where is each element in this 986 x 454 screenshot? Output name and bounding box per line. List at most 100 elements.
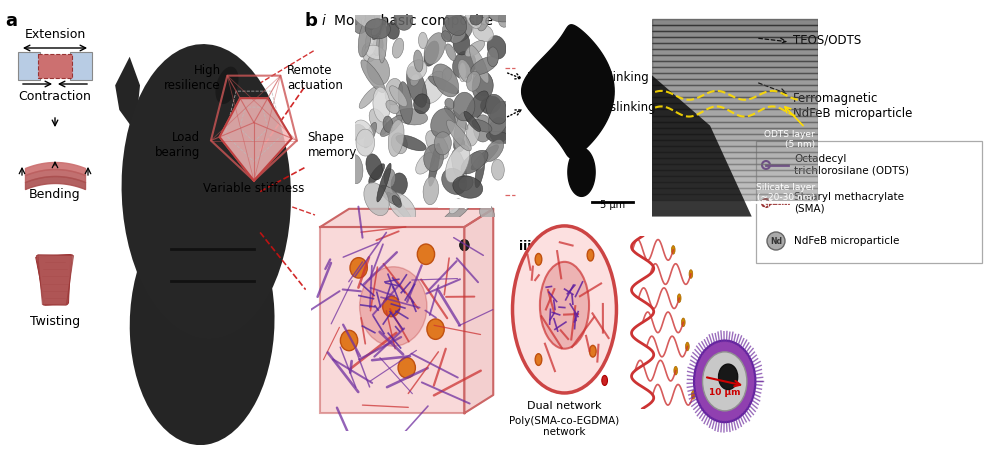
Ellipse shape xyxy=(442,31,452,42)
Bar xyxy=(652,104,818,109)
Bar xyxy=(652,49,818,55)
Bar xyxy=(652,91,818,97)
FancyBboxPatch shape xyxy=(70,52,92,80)
FancyBboxPatch shape xyxy=(438,200,491,208)
Text: 5 μm: 5 μm xyxy=(600,201,625,211)
Ellipse shape xyxy=(451,30,465,43)
Bar xyxy=(652,37,818,43)
Ellipse shape xyxy=(480,96,501,114)
Ellipse shape xyxy=(365,19,390,39)
Bar xyxy=(652,109,818,115)
Ellipse shape xyxy=(464,111,480,132)
Ellipse shape xyxy=(454,92,475,121)
Ellipse shape xyxy=(353,120,374,147)
Ellipse shape xyxy=(373,87,390,122)
Ellipse shape xyxy=(385,79,402,105)
Ellipse shape xyxy=(489,118,509,143)
Circle shape xyxy=(673,366,677,375)
Bar xyxy=(652,115,818,122)
Ellipse shape xyxy=(367,54,389,85)
Polygon shape xyxy=(35,254,70,305)
Ellipse shape xyxy=(471,152,484,169)
Ellipse shape xyxy=(453,51,476,79)
Bar xyxy=(652,73,818,79)
Ellipse shape xyxy=(426,130,449,159)
Circle shape xyxy=(535,354,542,365)
Ellipse shape xyxy=(121,44,291,339)
Ellipse shape xyxy=(373,36,384,55)
Ellipse shape xyxy=(473,115,492,142)
Ellipse shape xyxy=(386,100,399,114)
Ellipse shape xyxy=(472,24,493,42)
Circle shape xyxy=(590,345,597,357)
Ellipse shape xyxy=(348,155,363,183)
Ellipse shape xyxy=(377,163,391,202)
Circle shape xyxy=(540,262,589,349)
Ellipse shape xyxy=(465,40,485,57)
Ellipse shape xyxy=(367,17,381,35)
Ellipse shape xyxy=(352,5,368,24)
Ellipse shape xyxy=(476,10,489,31)
Ellipse shape xyxy=(466,71,480,91)
Text: ii: ii xyxy=(360,240,368,253)
Text: NdFeB microparticle: NdFeB microparticle xyxy=(794,236,899,246)
Ellipse shape xyxy=(130,200,274,445)
Bar xyxy=(652,188,818,194)
Bar xyxy=(652,43,818,49)
Ellipse shape xyxy=(381,115,402,137)
Text: Bending: Bending xyxy=(30,188,81,201)
Ellipse shape xyxy=(423,177,439,205)
Bar xyxy=(652,97,818,104)
Ellipse shape xyxy=(445,13,466,35)
Ellipse shape xyxy=(445,99,455,109)
Ellipse shape xyxy=(366,29,377,55)
Polygon shape xyxy=(36,255,72,305)
Text: iv: iv xyxy=(652,240,665,253)
Ellipse shape xyxy=(360,266,427,346)
Ellipse shape xyxy=(351,124,366,139)
Ellipse shape xyxy=(454,113,466,148)
Ellipse shape xyxy=(366,10,375,30)
Text: i: i xyxy=(322,14,326,28)
Bar xyxy=(652,182,818,188)
Ellipse shape xyxy=(406,60,427,80)
Circle shape xyxy=(677,294,681,302)
Ellipse shape xyxy=(486,131,513,143)
Ellipse shape xyxy=(387,192,412,222)
Text: Variable stiffness: Variable stiffness xyxy=(203,182,305,195)
Bar xyxy=(652,170,818,176)
Ellipse shape xyxy=(491,159,504,180)
Text: Twisting: Twisting xyxy=(30,315,80,328)
Bar xyxy=(652,79,818,85)
Ellipse shape xyxy=(424,41,439,66)
Ellipse shape xyxy=(461,150,488,174)
Circle shape xyxy=(671,246,675,254)
Circle shape xyxy=(417,244,435,264)
Ellipse shape xyxy=(431,109,456,138)
Ellipse shape xyxy=(458,59,471,82)
Bar xyxy=(652,61,818,67)
Ellipse shape xyxy=(418,32,427,49)
Ellipse shape xyxy=(392,196,401,207)
Ellipse shape xyxy=(413,94,430,114)
Circle shape xyxy=(535,253,542,265)
Text: 50 nm: 50 nm xyxy=(761,201,793,211)
Ellipse shape xyxy=(489,9,521,22)
Circle shape xyxy=(691,390,695,399)
Ellipse shape xyxy=(513,226,616,393)
Polygon shape xyxy=(115,57,281,290)
Circle shape xyxy=(685,342,689,351)
Circle shape xyxy=(689,270,693,278)
Ellipse shape xyxy=(470,11,483,25)
Ellipse shape xyxy=(365,45,386,59)
Ellipse shape xyxy=(391,173,407,196)
Ellipse shape xyxy=(406,67,427,107)
Ellipse shape xyxy=(396,109,428,125)
Ellipse shape xyxy=(392,38,403,58)
Polygon shape xyxy=(37,255,74,305)
Text: Octadecyl
trichlorosilane (ODTS): Octadecyl trichlorosilane (ODTS) xyxy=(794,154,909,176)
Text: Dual network: Dual network xyxy=(528,401,601,411)
Ellipse shape xyxy=(388,192,416,221)
Text: Poly(SMA-co-EGDMA)
network: Poly(SMA-co-EGDMA) network xyxy=(510,415,619,437)
Bar xyxy=(652,31,818,37)
